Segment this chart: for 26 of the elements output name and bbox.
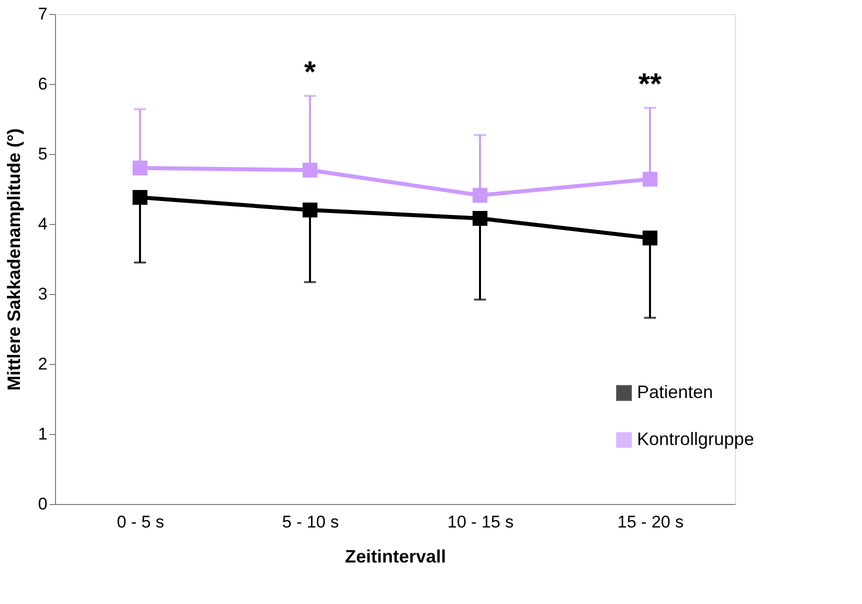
- x-tick-label: 0 - 5 s: [116, 512, 164, 532]
- y-tick-label: 2: [38, 354, 48, 374]
- point: [302, 162, 318, 178]
- legend-label: Patienten: [637, 382, 714, 402]
- point: [642, 172, 658, 187]
- point: [132, 160, 148, 176]
- point: [132, 190, 148, 205]
- x-tick-label: 5 - 10 s: [282, 512, 339, 532]
- annotation: *: [304, 56, 316, 89]
- y-tick-label: 5: [38, 144, 48, 164]
- point: [642, 230, 658, 246]
- y-tick-label: 6: [38, 74, 48, 94]
- y-tick-label: 0: [38, 494, 48, 514]
- point: [472, 188, 488, 203]
- y-tick-label: 7: [38, 4, 48, 24]
- x-axis-title: Zeitintervall: [344, 546, 446, 566]
- y-tick-label: 4: [38, 214, 48, 234]
- y-axis-title: Mittlere Sakkadenamplitude (°): [4, 128, 24, 391]
- point: [472, 210, 488, 226]
- x-tick-label: 15 - 20 s: [617, 512, 684, 532]
- point: [302, 202, 318, 218]
- legend-label: Kontrollgruppe: [637, 429, 754, 449]
- y-tick-label: 3: [38, 284, 48, 304]
- x-tick-label: 10 - 15 s: [447, 512, 514, 532]
- y-tick-label: 1: [38, 424, 48, 444]
- annotation: **: [638, 68, 662, 101]
